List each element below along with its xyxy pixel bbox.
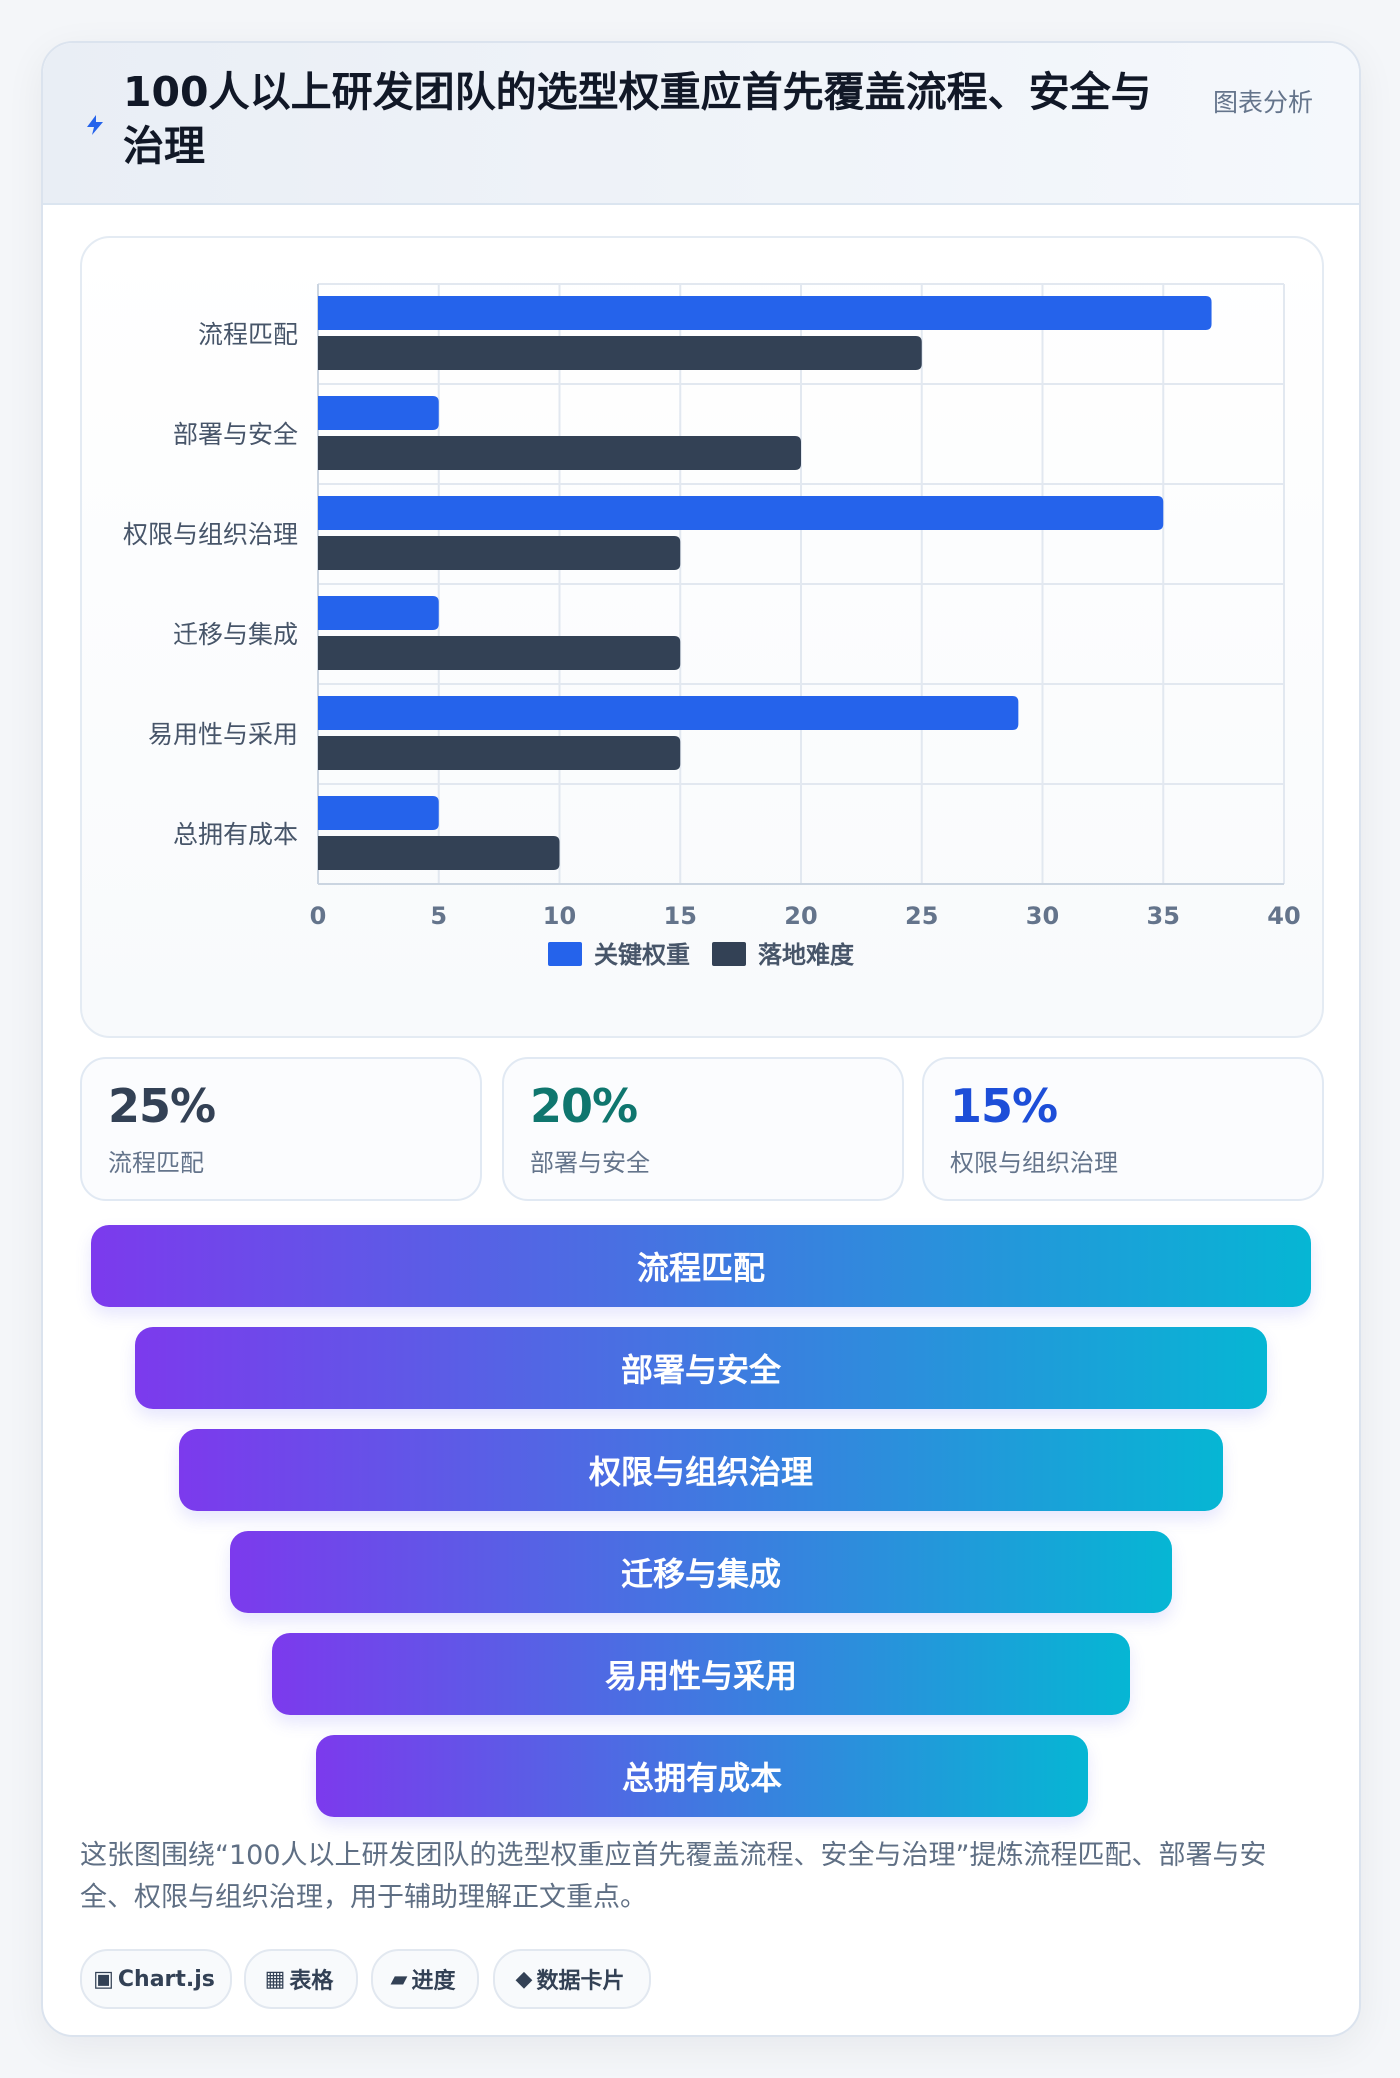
- x-tick-label: 25: [905, 902, 938, 930]
- stat-value: 20%: [530, 1079, 638, 1133]
- funnel-stage: 易用性与采用: [272, 1633, 1130, 1715]
- chip-label: 数据卡片: [536, 1969, 625, 1994]
- chip-progress[interactable]: ▰ 进度: [371, 1949, 479, 2009]
- diamond-icon: ◆: [515, 1966, 533, 1992]
- legend-label: 关键权重: [594, 941, 690, 969]
- bar-key-weight: [318, 296, 1212, 330]
- x-tick-label: 35: [1147, 902, 1180, 930]
- funnel-stage: 流程匹配: [91, 1225, 1311, 1307]
- lightning-icon: [87, 115, 103, 135]
- bar-key-weight: [318, 596, 439, 630]
- chart-panel: 0 5 10 15 20 25 30 35 40 流程匹配部署与安全权限与组织治理迁移与集成易用性…: [80, 236, 1324, 1038]
- x-tick-label: 0: [310, 902, 327, 930]
- stat-label: 流程匹配: [108, 1149, 204, 1177]
- chip-table[interactable]: ▦ 表格: [244, 1949, 358, 2009]
- x-tick-label: 10: [543, 902, 576, 930]
- bar-difficulty: [318, 636, 681, 670]
- content-card: 100人以上研发团队的选型权重应首先覆盖流程、安全与治理 图表分析 0 5 10 15…: [41, 41, 1361, 2037]
- bar-key-weight: [318, 796, 439, 830]
- chart-analysis-tag: 图表分析: [1213, 88, 1314, 117]
- chip-chartjs[interactable]: ▣ Chart.js: [80, 1949, 232, 2009]
- stat-card-governance: 15% 权限与组织治理: [922, 1057, 1324, 1201]
- table-icon: ▦: [264, 1966, 286, 1992]
- y-category-label: 部署与安全: [173, 420, 298, 449]
- bar-difficulty: [318, 736, 681, 770]
- funnel-stage: 总拥有成本: [316, 1735, 1088, 1817]
- bar-difficulty: [318, 436, 801, 470]
- x-tick-label: 5: [430, 902, 447, 930]
- chip-label: Chart.js: [117, 1966, 215, 1992]
- chart-title: 100人以上研发团队的选型权重应首先覆盖流程、安全与治理: [123, 68, 1152, 170]
- bar-difficulty: [318, 536, 681, 570]
- y-category-label: 迁移与集成: [173, 620, 298, 649]
- legend-label: 落地难度: [758, 941, 855, 969]
- stat-value: 25%: [108, 1079, 216, 1133]
- x-tick-label: 20: [784, 902, 817, 930]
- summary-text: 这张图围绕“100人以上研发团队的选型权重应首先覆盖流程、安全与治理”提炼流程匹…: [80, 1840, 1267, 1913]
- y-category-label: 易用性与采用: [148, 720, 298, 749]
- chip-label: 进度: [411, 1969, 456, 1994]
- stat-label: 部署与安全: [530, 1149, 650, 1177]
- bar-key-weight: [318, 496, 1164, 530]
- chip-label: 表格: [289, 1969, 334, 1994]
- bar-chart: 0 5 10 15 20 25 30 35 40 流程匹配部署与安全权限与组织治理迁移与集成易用性…: [123, 283, 1301, 969]
- funnel-stage: 权限与组织治理: [179, 1429, 1223, 1511]
- card-header: 100人以上研发团队的选型权重应首先覆盖流程、安全与治理 图表分析: [43, 43, 1359, 205]
- x-tick-label: 40: [1267, 902, 1300, 930]
- progress-icon: ▰: [390, 1966, 408, 1992]
- x-tick-label: 15: [664, 902, 697, 930]
- y-category-label: 流程匹配: [198, 320, 298, 349]
- stat-card-process: 25% 流程匹配: [80, 1057, 482, 1201]
- funnel-stage: 迁移与集成: [230, 1531, 1172, 1613]
- bar-difficulty: [318, 836, 560, 870]
- y-category-label: 权限与组织治理: [123, 520, 298, 549]
- x-tick-label: 30: [1026, 902, 1059, 930]
- chart-icon: ▣: [93, 1966, 114, 1992]
- legend-swatch: [548, 942, 582, 966]
- bar-key-weight: [318, 396, 439, 430]
- stat-label: 权限与组织治理: [950, 1149, 1118, 1177]
- y-category-label: 总拥有成本: [173, 820, 298, 849]
- legend-swatch: [712, 942, 746, 966]
- stat-card-security: 20% 部署与安全: [502, 1057, 904, 1201]
- bar-key-weight: [318, 696, 1019, 730]
- stat-value: 15%: [950, 1079, 1058, 1133]
- chip-data-card[interactable]: ◆ 数据卡片: [493, 1949, 651, 2009]
- bar-difficulty: [318, 336, 922, 370]
- funnel-stage: 部署与安全: [135, 1327, 1267, 1409]
